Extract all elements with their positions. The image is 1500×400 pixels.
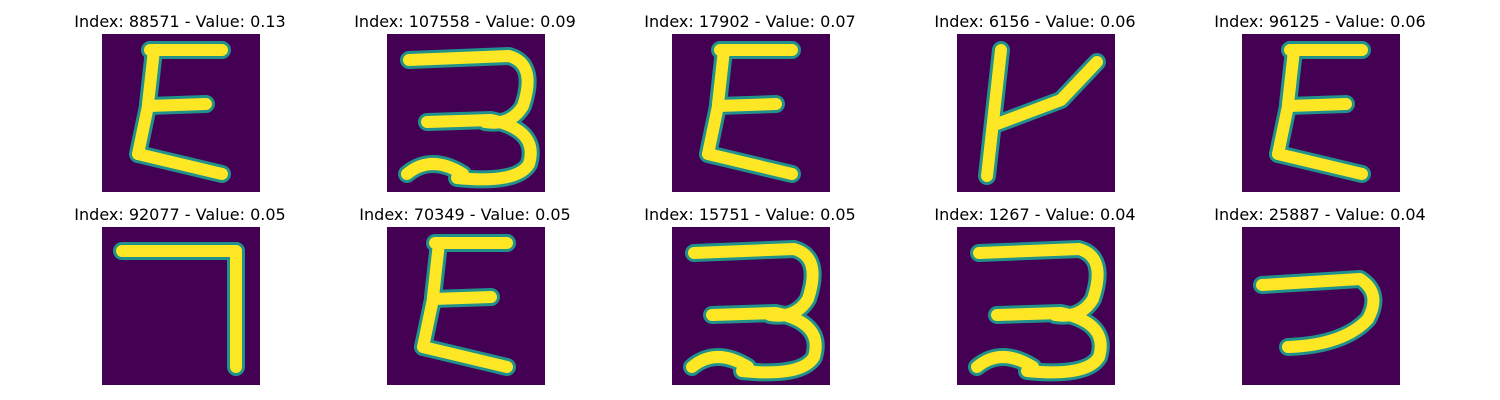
tile-title: Index: 107558 - Value: 0.09 (354, 12, 576, 31)
tile-title: Index: 96125 - Value: 0.06 (1214, 12, 1426, 31)
digit-strokes (1269, 41, 1371, 183)
digit-strokes (129, 41, 231, 183)
digit-image (102, 227, 260, 385)
tile-title: Index: 70349 - Value: 0.05 (359, 205, 571, 224)
digit-strokes (968, 240, 1110, 382)
digit-image (1242, 34, 1400, 192)
tile-title: Index: 15751 - Value: 0.05 (644, 205, 856, 224)
tile-title: Index: 1267 - Value: 0.04 (934, 205, 1136, 224)
digit-image (102, 34, 260, 192)
digit-strokes (113, 242, 245, 376)
digit-image (672, 34, 830, 192)
digit-image (957, 34, 1115, 192)
digit-image (387, 227, 545, 385)
digit-image (387, 34, 545, 192)
digit-strokes (414, 234, 516, 376)
digit-strokes (683, 240, 825, 382)
digit-strokes (398, 47, 540, 189)
tile-title: Index: 17902 - Value: 0.07 (644, 12, 856, 31)
tile-title: Index: 6156 - Value: 0.06 (934, 12, 1136, 31)
tile-title: Index: 92077 - Value: 0.05 (74, 205, 286, 224)
tile-title: Index: 88571 - Value: 0.13 (74, 12, 286, 31)
digit-image (672, 227, 830, 385)
digit-strokes (978, 41, 1106, 185)
digit-image (1242, 227, 1400, 385)
digit-image (957, 227, 1115, 385)
digit-strokes (699, 41, 801, 183)
digit-strokes (1253, 270, 1383, 356)
tile-title: Index: 25887 - Value: 0.04 (1214, 205, 1426, 224)
